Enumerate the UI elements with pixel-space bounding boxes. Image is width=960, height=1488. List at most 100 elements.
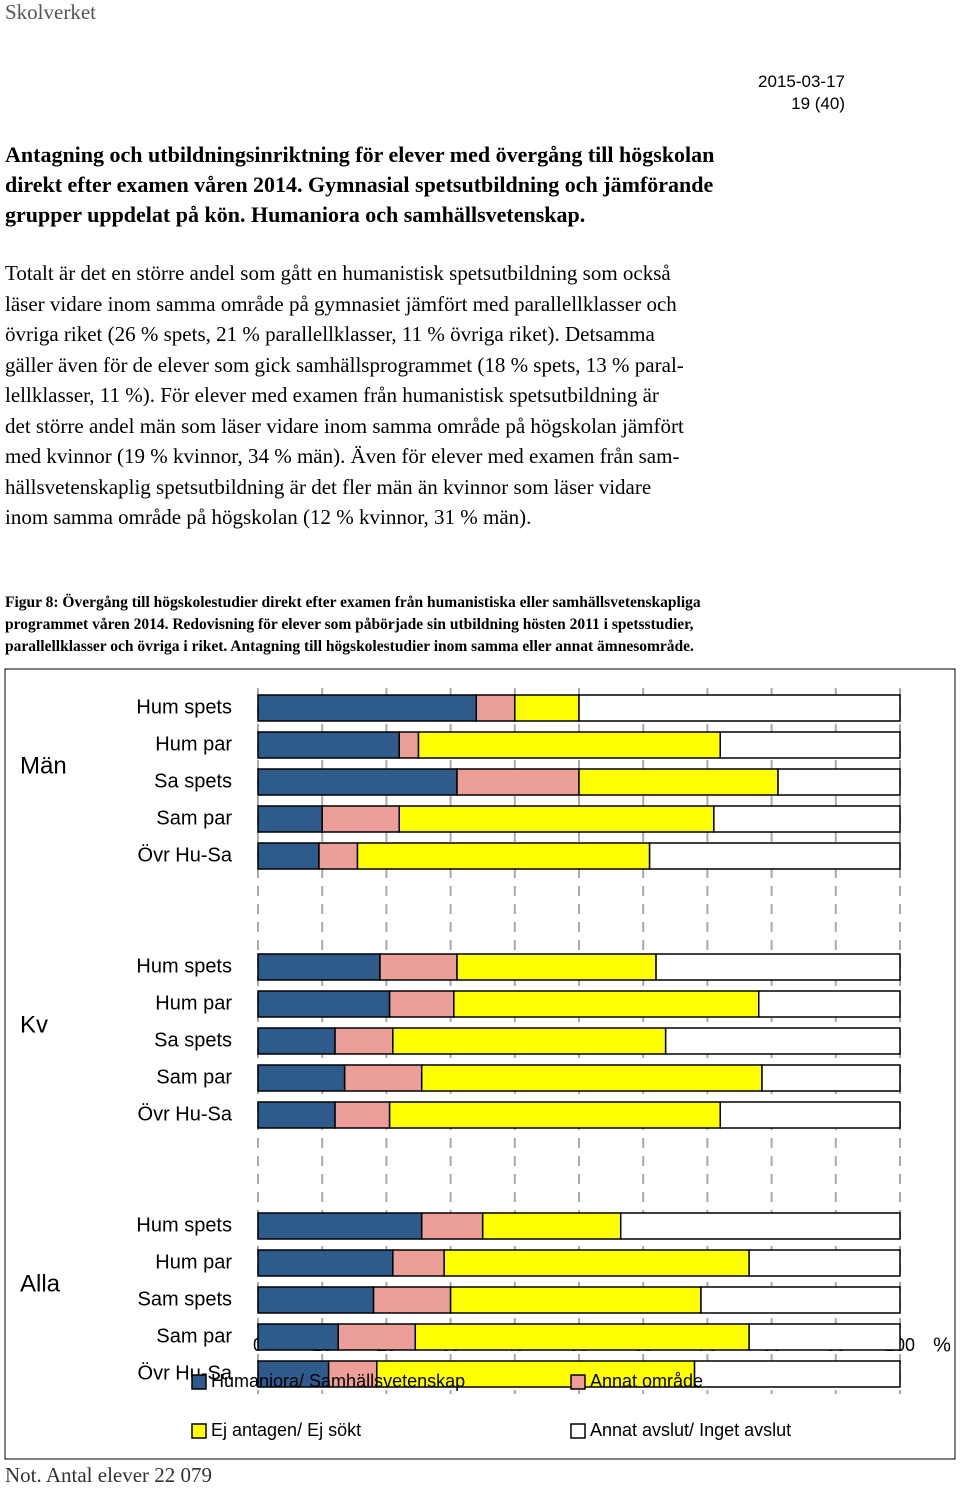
y-tick-label: Övr Hu-Sa — [138, 1103, 233, 1125]
bar-segment — [388, 990, 455, 1018]
bar-segment — [398, 805, 715, 833]
bar-segment — [748, 1249, 901, 1277]
bar-segment — [337, 1323, 417, 1351]
bar-segment — [449, 1286, 702, 1314]
bar-segment — [398, 731, 420, 759]
body-line: gäller även för de elever som gick samhä… — [5, 352, 684, 377]
bar-segment — [456, 768, 580, 796]
heading-line: Antagning och utbildningsinriktning för … — [5, 142, 715, 167]
heading-line: grupper uppdelat på kön. Humaniora och s… — [5, 202, 586, 227]
bar-segment — [321, 805, 400, 833]
y-tick-label: Sam par — [156, 807, 232, 829]
legend-swatch — [570, 1423, 586, 1439]
bar-segment — [257, 694, 478, 722]
caption-line: programmet våren 2014. Redovisning för e… — [5, 616, 694, 633]
y-tick-label: Hum spets — [136, 1214, 232, 1236]
bar-segment — [414, 1323, 750, 1351]
legend-label: Annat område — [590, 1371, 703, 1391]
bar-segment — [719, 731, 901, 759]
bar-segment — [257, 1323, 339, 1351]
bar-segment — [655, 953, 901, 981]
bar-segment — [443, 1249, 750, 1277]
bar-segment — [514, 694, 580, 722]
legend-label: Ej antagen/ Ej sökt — [211, 1420, 361, 1440]
header-org: Skolverket — [5, 0, 96, 24]
bar-segment — [417, 731, 721, 759]
bar-segment — [327, 1360, 378, 1388]
bar-segment — [334, 1101, 391, 1129]
bar-segment — [356, 842, 651, 870]
body-text: Totalt är det en större andel som gått e… — [5, 258, 684, 533]
bar-segment — [578, 768, 779, 796]
bar-segment — [388, 1101, 721, 1129]
caption-line: Figur 8: Övergång till högskolestudier d… — [5, 594, 701, 611]
bar-segment — [257, 731, 400, 759]
body-line: lellklasser, 11 %). För elever med exame… — [5, 383, 659, 407]
bar-segment — [758, 990, 901, 1018]
heading-line: direkt efter examen våren 2014. Gymnasia… — [5, 172, 714, 197]
bar-segment — [748, 1323, 901, 1351]
bar-segment — [257, 842, 320, 870]
y-tick-label: Hum par — [155, 1251, 232, 1273]
bar-segment — [420, 1212, 484, 1240]
bar-segment — [257, 1027, 336, 1055]
legend-swatch — [570, 1374, 586, 1390]
group-label: Män — [20, 752, 67, 779]
x-unit: % — [933, 1334, 951, 1356]
bar-segment — [376, 1360, 696, 1388]
y-tick-label: Övr Hu-Sa — [138, 844, 233, 866]
bar-segment — [761, 1064, 901, 1092]
bar-segment — [257, 1286, 375, 1314]
y-tick-label: Sa spets — [154, 770, 232, 792]
bar-segment — [257, 1212, 423, 1240]
bar-segment — [578, 694, 901, 722]
y-tick-label: Hum spets — [136, 955, 232, 977]
bar-segment — [392, 1249, 445, 1277]
note: Not. Antal elever 22 079 — [5, 1463, 213, 1487]
bar-segment — [318, 842, 359, 870]
group-label: Alla — [20, 1270, 61, 1297]
bar-segment — [392, 1027, 667, 1055]
y-tick-label: Övr Hu-Sa — [138, 1362, 233, 1384]
figure-caption: Figur 8: Övergång till högskolestudier d… — [5, 592, 701, 658]
bar-segment — [693, 1360, 901, 1388]
body-line: inom samma område på högskolan (12 % kvi… — [5, 505, 532, 529]
bar-segment — [257, 768, 458, 796]
bar-segment — [648, 842, 901, 870]
body-line: det större andel män som läser vidare in… — [5, 413, 684, 438]
y-tick-label: Hum spets — [136, 696, 232, 718]
bar-segment — [420, 1064, 763, 1092]
bar-segment — [719, 1101, 901, 1129]
body-line: läser vidare inom samma område på gymnas… — [5, 291, 677, 316]
header-page: 19 (40) — [791, 94, 845, 113]
legend-label: Humaniora/ Samhällsvetenskap — [211, 1371, 465, 1391]
caption-line: parallellklasser och övriga i riket. Ant… — [5, 638, 694, 655]
y-tick-label: Sa spets — [154, 1029, 232, 1051]
body-line: övriga riket (26 % spets, 21 % parallell… — [5, 322, 655, 346]
legend-label: Annat avslut/ Inget avslut — [590, 1420, 791, 1440]
bar-segment — [257, 990, 391, 1018]
bar-segment — [257, 1064, 346, 1092]
heading: Antagning och utbildningsinriktning för … — [5, 140, 714, 230]
bar-segment — [257, 1101, 336, 1129]
body-line: hällsvetenskaplig spetsutbildning är det… — [5, 474, 652, 499]
bar-segment — [777, 768, 901, 796]
bar-segment — [257, 1360, 330, 1388]
bar-segment — [619, 1212, 901, 1240]
body-line: Totalt är det en större andel som gått e… — [5, 261, 671, 285]
bar-segment — [334, 1027, 394, 1055]
y-tick-label: Sam par — [156, 1325, 232, 1347]
bar-segment — [481, 1212, 622, 1240]
header-date: 2015-03-17 — [758, 72, 845, 91]
y-tick-label: Hum par — [155, 992, 232, 1014]
y-tick-label: Sam spets — [138, 1288, 232, 1310]
bar-segment — [343, 1064, 423, 1092]
bar-segment — [372, 1286, 452, 1314]
bar-segment — [257, 1249, 394, 1277]
bar-segment — [664, 1027, 901, 1055]
bar-segment — [257, 953, 381, 981]
legend-swatch — [191, 1374, 207, 1390]
bar-segment — [713, 805, 901, 833]
